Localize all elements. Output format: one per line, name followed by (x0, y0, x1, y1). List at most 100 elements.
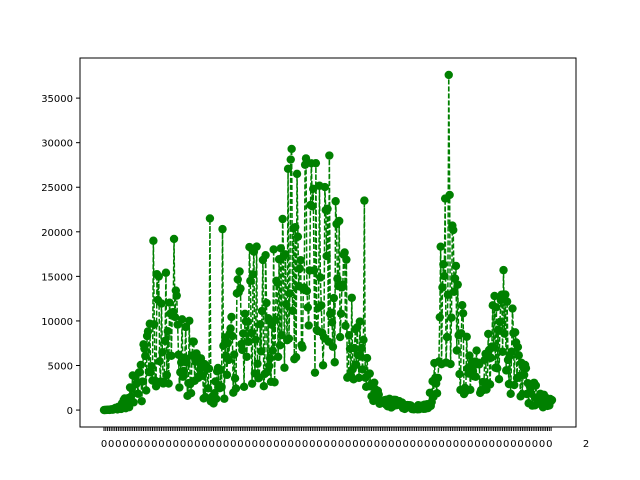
x-tick-label: 0 (352, 439, 358, 450)
data-point (236, 284, 244, 292)
data-point (507, 390, 515, 398)
data-point (144, 327, 152, 335)
data-point (243, 318, 251, 326)
data-point (190, 337, 198, 345)
data-point (294, 232, 302, 240)
data-point (257, 347, 265, 355)
y-tick-label: 35000 (41, 94, 73, 105)
x-tick-label: 0 (539, 439, 545, 450)
x-tick-label: 0 (216, 439, 222, 450)
x-tick-label: 0 (345, 439, 351, 450)
data-point (345, 331, 353, 339)
data-point (436, 313, 444, 321)
data-point (134, 390, 142, 398)
data-point (341, 322, 349, 330)
data-point (331, 197, 339, 205)
data-point (532, 381, 540, 389)
x-tick-label: 0 (273, 439, 279, 450)
data-point (323, 205, 331, 213)
x-tick-label: 0 (525, 439, 531, 450)
data-point (336, 333, 344, 341)
data-point (454, 280, 462, 288)
data-point (310, 266, 318, 274)
data-point (339, 281, 347, 289)
data-point (150, 320, 158, 328)
data-point (472, 346, 480, 354)
x-tick-label: 0 (503, 439, 509, 450)
data-point (489, 343, 497, 351)
y-tick-label: 0 (67, 406, 73, 417)
data-point (173, 291, 181, 299)
data-point (265, 362, 273, 370)
x-tick-label: 0 (151, 439, 157, 450)
data-point (141, 352, 149, 360)
y-tick-label: 10000 (41, 317, 73, 328)
data-point (296, 256, 304, 264)
data-point (342, 255, 350, 263)
data-point (458, 301, 466, 309)
x-tick-label: 0 (453, 439, 459, 450)
data-point (291, 223, 299, 231)
x-tick-label: 0 (309, 439, 315, 450)
x-tick-label: 0 (165, 439, 171, 450)
data-point (282, 300, 290, 308)
x-tick-label: 0 (259, 439, 265, 450)
data-point (452, 262, 460, 270)
x-tick-label: 0 (395, 439, 401, 450)
data-point (238, 346, 246, 354)
data-point (350, 344, 358, 352)
x-tick-label: 0 (194, 439, 200, 450)
data-point (171, 313, 179, 321)
x-tick-label: 0 (115, 439, 121, 450)
data-point (276, 341, 284, 349)
data-point (240, 383, 248, 391)
data-point (292, 353, 300, 361)
y-tick-label: 20000 (41, 228, 73, 239)
y-tick-label: 30000 (41, 139, 73, 150)
x-tick-label: 0 (338, 439, 344, 450)
data-point (445, 191, 453, 199)
data-point (498, 348, 506, 356)
x-tick-label: 0 (374, 439, 380, 450)
data-point (356, 317, 364, 325)
data-point (492, 303, 500, 311)
data-point (157, 299, 165, 307)
data-point (357, 344, 365, 352)
x-tick-label: 0 (201, 439, 207, 450)
data-point (136, 368, 144, 376)
data-point (450, 288, 458, 296)
data-point (165, 298, 173, 306)
x-tick-label: 0 (244, 439, 250, 450)
data-point (244, 338, 252, 346)
x-tick-label: 0 (438, 439, 444, 450)
data-point (502, 366, 510, 374)
data-point (227, 313, 235, 321)
data-point (266, 354, 274, 362)
data-point (161, 337, 169, 345)
x-tick-label: 0 (496, 439, 502, 450)
data-point (155, 272, 163, 280)
data-point (363, 354, 371, 362)
data-point (511, 328, 519, 336)
data-point (280, 364, 288, 372)
data-point (340, 248, 348, 256)
x-tick-label: 0 (230, 439, 236, 450)
data-point (515, 351, 523, 359)
x-tick-label: 0 (510, 439, 516, 450)
x-tick-label: 0 (137, 439, 143, 450)
data-point (284, 165, 292, 173)
data-point (433, 389, 441, 397)
data-point (447, 313, 455, 321)
data-point (366, 369, 374, 377)
data-point (147, 362, 155, 370)
data-point (443, 333, 451, 341)
x-tick-label: 0 (302, 439, 308, 450)
x-tick-label: 0 (517, 439, 523, 450)
data-point (212, 395, 220, 403)
data-point (453, 346, 461, 354)
data-point (327, 309, 335, 317)
data-point (206, 214, 214, 222)
data-point (262, 299, 270, 307)
data-point (286, 289, 294, 297)
data-point (249, 270, 257, 278)
